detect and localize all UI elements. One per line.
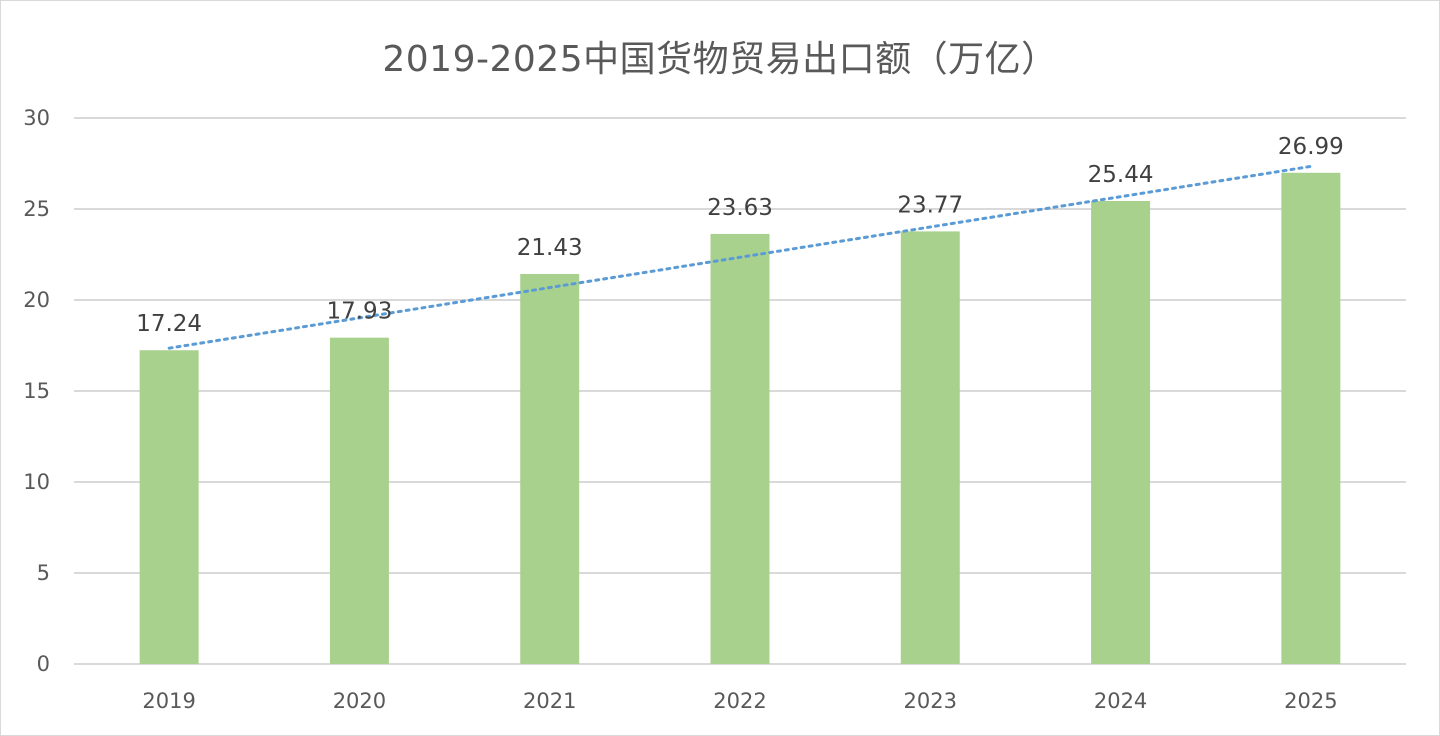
data-label: 21.43 [517, 235, 583, 261]
y-axis-ticks: 0 5 10 15 20 25 30 [23, 106, 50, 676]
x-tick-label: 2025 [1284, 689, 1337, 713]
trendline-group [167, 164, 1313, 350]
bars [139, 172, 1341, 665]
y-tick-label: 10 [23, 470, 50, 494]
bar-2024 [1091, 200, 1151, 664]
data-label: 23.63 [707, 195, 773, 221]
data-labels: 17.24 17.93 21.43 23.63 23.77 25.44 26.99 [136, 134, 1344, 337]
y-tick-label: 25 [23, 197, 50, 221]
y-tick-label: 5 [37, 561, 50, 585]
trendline [167, 164, 1313, 350]
data-label: 17.93 [326, 299, 392, 325]
chart-title: 2019-2025中国货物贸易出口额（万亿） [382, 39, 1058, 80]
y-tick-label: 15 [23, 379, 50, 403]
x-tick-label: 2024 [1094, 689, 1147, 713]
x-tick-label: 2023 [904, 689, 957, 713]
x-tick-label: 2019 [142, 689, 195, 713]
bar-2023 [900, 231, 960, 665]
x-axis-ticks: 2019 2020 2021 2022 2023 2024 2025 [142, 689, 1337, 713]
x-tick-label: 2022 [713, 689, 766, 713]
bar-2025 [1281, 172, 1341, 665]
y-tick-label: 20 [23, 288, 50, 312]
bar-2021 [520, 273, 580, 664]
data-label: 17.24 [136, 311, 202, 337]
bar-2019 [139, 350, 199, 664]
data-label: 23.77 [897, 192, 963, 218]
x-tick-label: 2021 [523, 689, 576, 713]
bar-2020 [329, 337, 389, 664]
y-tick-label: 30 [23, 106, 50, 130]
y-tick-label: 0 [37, 652, 50, 676]
data-label: 25.44 [1088, 162, 1154, 188]
bar-2022 [710, 233, 770, 664]
data-label: 26.99 [1278, 134, 1344, 160]
x-tick-label: 2020 [333, 689, 386, 713]
